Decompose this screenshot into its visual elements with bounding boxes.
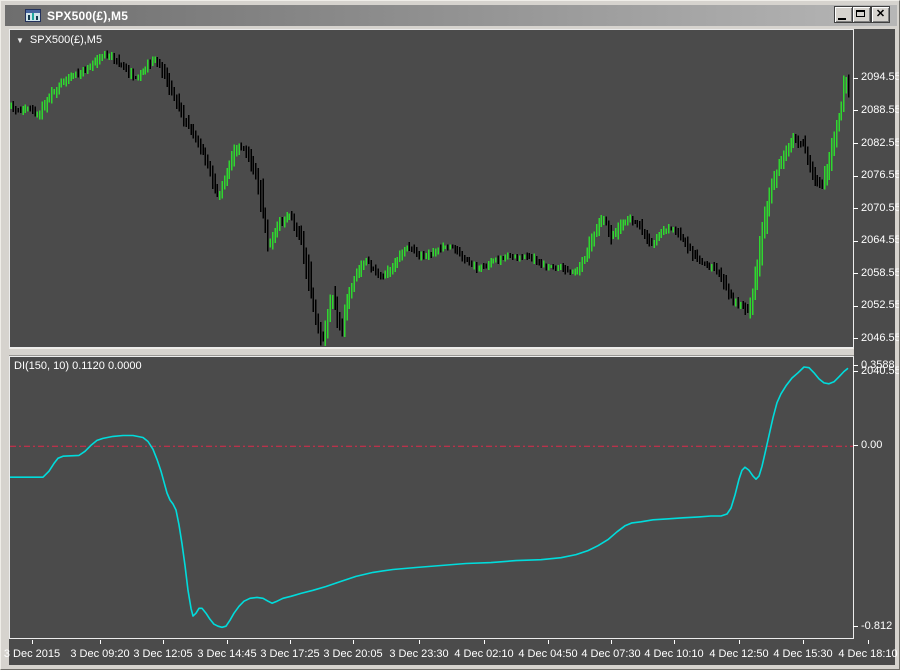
bear-candles-series [12,50,850,346]
price-tick-label: 2046.55 [861,332,900,344]
maximize-button[interactable] [852,6,871,23]
time-tick-label: 4 Dec 18:10 [838,648,898,660]
time-tick-label: 3 Dec 12:05 [133,648,193,660]
time-tick-mark [353,640,354,644]
collapse-arrow-icon[interactable]: ▼ [16,35,24,45]
window-title: SPX500(£),M5 [47,8,129,23]
close-button[interactable]: ✕ [871,6,890,23]
time-tick-label: 4 Dec 15:30 [773,648,833,660]
candlestick-canvas [10,50,850,346]
indicator-tick-mark [853,365,858,366]
main-price-pane[interactable]: ▼ SPX500(£),M5 [9,29,854,348]
time-tick-mark [163,640,164,644]
price-tick-mark [853,78,858,79]
bull-candles-series [10,51,847,346]
price-tick-mark [853,273,858,274]
price-tick-mark [853,371,858,372]
price-tick-label: 2076.55 [861,169,900,181]
price-tick-mark [853,143,858,144]
time-tick-label: 3 Dec 2015 [3,648,61,660]
price-tick-label: 2094.55 [861,71,900,83]
minimize-icon [838,18,846,20]
time-tick-mark [484,640,485,644]
maximize-icon [856,10,865,17]
time-tick-mark [419,640,420,644]
time-tick-label: 4 Dec 10:10 [644,648,704,660]
time-tick-label: 3 Dec 09:20 [70,648,130,660]
indicator-tick-label: -0.812 [861,620,893,632]
time-tick-mark [290,640,291,644]
time-tick-mark [100,640,101,644]
minimize-button[interactable] [834,6,853,23]
price-tick-label: 2064.55 [861,234,900,246]
indicator-tick-mark [853,445,858,446]
price-tick-label: 2040.55 [861,365,900,377]
close-icon: ✕ [875,8,886,20]
time-tick-mark [674,640,675,644]
time-tick-label: 3 Dec 23:30 [389,648,449,660]
time-tick-label: 4 Dec 04:50 [518,648,578,660]
time-tick-label: 3 Dec 17:25 [260,648,320,660]
time-tick-mark [548,640,549,644]
price-tick-mark [853,110,858,111]
price-tick-label: 2070.55 [861,202,900,214]
time-tick-mark [739,640,740,644]
time-tick-label: 3 Dec 20:05 [323,648,383,660]
time-tick-mark [803,640,804,644]
time-tick-label: 4 Dec 07:30 [581,648,641,660]
time-tick-mark [868,640,869,644]
chart-window-icon [25,9,41,22]
price-tick-mark [853,306,858,307]
time-tick-label: 4 Dec 02:10 [454,648,514,660]
indicator-label: DI(150, 10) 0.1120 0.0000 [14,360,142,372]
indicator-tick-mark [853,626,858,627]
di-indicator-line [10,366,849,629]
time-tick-mark [227,640,228,644]
indicator-tick-label: 0.00 [861,439,883,451]
time-tick-mark [32,640,33,644]
indicator-canvas [10,366,853,629]
price-tick-label: 2058.55 [861,267,900,279]
price-tick-mark [853,176,858,177]
title-bar[interactable]: SPX500(£),M5 [5,5,897,26]
chart-client-area: ▼ SPX500(£),M5 DI(150, 10) 0.1120 0.0000… [4,29,899,665]
symbol-label: SPX500(£),M5 [29,34,103,46]
price-tick-mark [853,338,858,339]
time-axis[interactable]: 3 Dec 2015 3 Dec 09:20 3 Dec 12:05 3 Dec 14… [4,639,898,665]
indicator-tick-label: 0.3588 [861,359,895,371]
price-tick-label: 2052.55 [861,299,900,311]
price-tick-label: 2082.55 [861,137,900,149]
time-tick-label: 4 Dec 12:50 [709,648,769,660]
time-tick-label: 3 Dec 14:45 [197,648,257,660]
price-tick-mark [853,241,858,242]
time-tick-mark [611,640,612,644]
symbol-label-row: ▼ SPX500(£),M5 [16,34,102,46]
pane-separator[interactable] [9,348,854,356]
indicator-pane[interactable]: DI(150, 10) 0.1120 0.0000 [9,356,854,639]
price-tick-label: 2088.55 [861,104,900,116]
price-axis[interactable]: 2094.55 2088.55 2082.55 2076.55 2070.55 2064.… [853,29,899,639]
price-tick-mark [853,208,858,209]
